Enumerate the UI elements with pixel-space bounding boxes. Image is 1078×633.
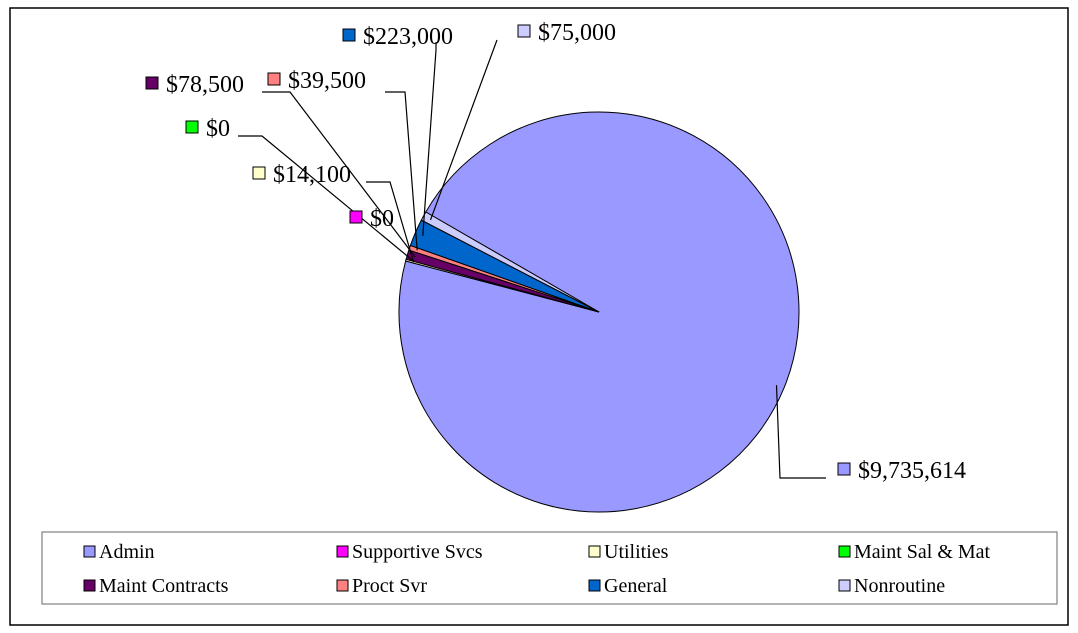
legend-swatch-general — [588, 579, 601, 592]
data-label-swatch-maint-sal-and-mat — [185, 120, 199, 134]
data-label-nonroutine: $75,000 — [538, 20, 616, 46]
leader-line-admin — [775, 385, 826, 479]
leader-line-utilities — [366, 181, 415, 263]
data-label-proct-svr: $39,500 — [288, 68, 366, 94]
legend-item-nonroutine: Nonroutine — [838, 575, 945, 597]
legend-label-proct-svr: Proct Svr — [352, 575, 427, 597]
leader-line-proct-svr — [385, 91, 418, 251]
legend-item-supportive-svcs: Supportive Svcs — [336, 541, 483, 563]
leader-line-nonroutine — [429, 39, 498, 221]
legend-label-maint-sal-and-mat: Maint Sal & Mat — [854, 541, 991, 563]
legend-swatch-admin — [83, 545, 96, 558]
legend-box — [41, 531, 1058, 605]
legend-swatch-supportive-svcs — [336, 545, 349, 558]
legend-swatch-nonroutine — [838, 579, 851, 592]
legend-swatch-proct-svr — [336, 579, 349, 592]
legend-label-utilities: Utilities — [604, 541, 669, 563]
leader-line-general — [422, 42, 437, 236]
legend-label-nonroutine: Nonroutine — [854, 575, 945, 597]
legend-swatch-utilities — [588, 545, 601, 558]
legend-label-admin: Admin — [99, 541, 155, 563]
data-label-swatch-nonroutine — [517, 24, 531, 38]
legend-label-maint-contracts: Maint Contracts — [99, 575, 229, 597]
data-label-swatch-supportive-svcs — [349, 210, 363, 224]
legend-item-proct-svr: Proct Svr — [336, 575, 427, 597]
leader-line-maint-contracts — [262, 91, 416, 258]
legend-label-supportive-svcs: Supportive Svcs — [352, 541, 483, 563]
legend-label-general: General — [604, 575, 668, 597]
legend-item-utilities: Utilities — [588, 541, 669, 563]
pie-slices — [398, 111, 800, 513]
data-label-admin: $9,735,614 — [858, 458, 966, 484]
data-label-swatch-maint-contracts — [145, 76, 159, 90]
legend-swatch-maint-contracts — [83, 579, 96, 592]
data-label-general: $223,000 — [363, 24, 453, 50]
label-leader-lines — [238, 39, 826, 479]
data-label-supportive-svcs: $0 — [370, 206, 394, 232]
legend-item-admin: Admin — [83, 541, 155, 563]
data-label-maint-contracts: $78,500 — [166, 72, 244, 98]
data-label-swatch-admin — [837, 462, 851, 476]
data-label-swatch-proct-svr — [267, 72, 281, 86]
legend-swatch-maint-sal-and-mat — [838, 545, 851, 558]
legend-item-maint-contracts: Maint Contracts — [83, 575, 229, 597]
data-label-maint-sal-and-mat: $0 — [206, 116, 230, 142]
legend-item-general: General — [588, 575, 668, 597]
legend-item-maint-sal-and-mat: Maint Sal & Mat — [838, 541, 991, 563]
data-label-utilities: $14,100 — [273, 162, 351, 188]
legend: Admin Supportive Svcs Utilities Maint Sal &… — [83, 541, 991, 597]
data-label-swatch-utilities — [252, 166, 266, 180]
leader-line-maint-sal-and-mat — [238, 135, 415, 262]
pie-slice-nonroutine — [420, 211, 600, 313]
data-labels: $9,735,614 $0 $14,100 $0 $78,500 $39,500 $223,… — [145, 20, 966, 484]
data-label-swatch-general — [342, 28, 356, 42]
